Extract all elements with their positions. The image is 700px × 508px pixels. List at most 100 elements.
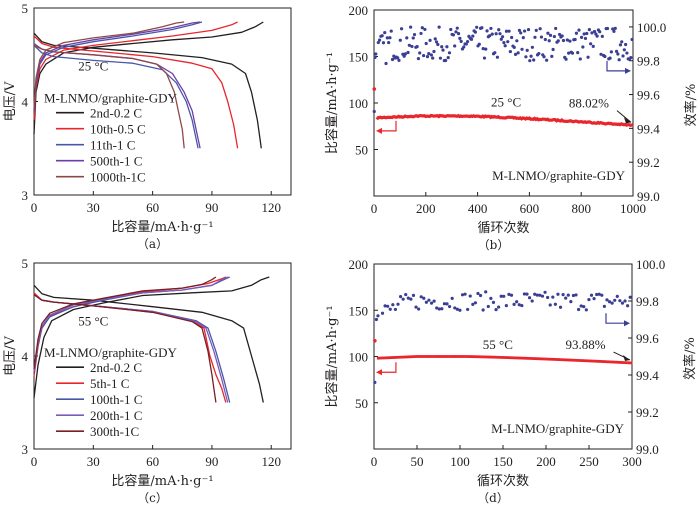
efficiency-point	[434, 40, 439, 44]
efficiency-point	[420, 26, 424, 30]
efficiency-point	[466, 307, 470, 312]
efficiency-point	[605, 26, 610, 31]
capacity-point	[451, 355, 455, 358]
capacity-point	[407, 355, 411, 359]
x-tick-label: 30	[87, 200, 100, 215]
legend-label: 300th-1C	[90, 424, 139, 439]
efficiency-point	[414, 305, 418, 309]
efficiency-point	[500, 35, 505, 39]
efficiency-point	[490, 32, 494, 36]
capacity-point	[562, 358, 566, 362]
capacity-point	[469, 355, 473, 359]
efficiency-point	[533, 35, 537, 39]
capacity-point	[384, 356, 388, 360]
capacity-point	[585, 359, 589, 363]
efficiency-point	[589, 42, 593, 46]
efficiency-point	[407, 43, 411, 47]
efficiency-point	[427, 52, 431, 56]
efficiency-point	[488, 34, 492, 38]
efficiency-point	[469, 37, 474, 41]
capacity-point	[531, 357, 535, 360]
efficiency-point	[432, 49, 436, 54]
efficiency-point	[525, 292, 529, 296]
efficiency-point	[516, 51, 520, 55]
efficiency-point	[515, 300, 519, 304]
efficiency-point	[530, 299, 534, 303]
capacity-point	[603, 360, 607, 364]
capacity-point	[425, 355, 429, 358]
efficiency-point	[493, 51, 497, 55]
capacity-point	[477, 355, 481, 359]
capacity-point	[474, 355, 478, 359]
efficiency-point	[409, 25, 413, 29]
efficiency-arrow-head	[625, 67, 631, 74]
efficiency-point	[431, 56, 435, 60]
efficiency-point	[497, 305, 501, 309]
efficiency-point	[502, 294, 506, 298]
efficiency-point	[466, 39, 470, 44]
capacity-point	[629, 361, 633, 365]
retention-arrow-head	[624, 117, 631, 124]
system-label: M-LNMO/graphite-GDY	[491, 421, 624, 436]
efficiency-point	[564, 296, 568, 300]
x-tick-label: 60	[146, 454, 159, 469]
efficiency-point	[393, 307, 398, 312]
x-tick-label: 250	[579, 454, 599, 469]
capacity-point	[428, 355, 432, 358]
efficiency-point	[422, 296, 426, 300]
y-tick-label: 3	[22, 188, 29, 203]
efficiency-point	[433, 37, 437, 41]
series-line-charge	[33, 21, 201, 111]
capacity-point	[500, 356, 504, 359]
efficiency-point	[521, 36, 525, 40]
efficiency-point	[612, 29, 616, 33]
efficiency-point	[489, 296, 493, 300]
y-tick-label: 3	[22, 442, 29, 457]
efficiency-point	[551, 295, 555, 299]
efficiency-point	[424, 41, 428, 46]
efficiency-point	[406, 296, 410, 300]
legend-label: 11th-1 C	[90, 138, 135, 153]
efficiency-point	[473, 301, 477, 305]
efficiency-point	[616, 52, 620, 56]
efficiency-point	[527, 296, 532, 300]
y2-tick-label: 100.0	[637, 20, 666, 35]
efficiency-point	[587, 28, 591, 32]
chart-a: 0 30 60 90 120 3 4 5 比容量/mA·h·g⁻¹ 电压/V （a） 25 °C M-L…	[3, 1, 292, 251]
temperature-label: 55 °C	[78, 313, 108, 328]
capacity-point	[572, 358, 576, 362]
efficiency-point	[586, 55, 590, 59]
capacity-point	[547, 357, 550, 361]
efficiency-point	[507, 29, 511, 33]
capacity-point	[526, 356, 530, 360]
y2-axis-label: 效率/%	[683, 84, 699, 127]
legend-label: 200th-1 C	[90, 408, 142, 423]
efficiency-point	[598, 30, 602, 34]
efficiency-point	[502, 41, 506, 45]
efficiency-point	[380, 311, 385, 315]
efficiency-point	[482, 56, 487, 60]
capacity-point	[611, 360, 615, 364]
y2-tick-label: 99.2	[636, 405, 659, 420]
capacity-point	[578, 359, 581, 362]
efficiency-point	[587, 297, 591, 302]
efficiency-point	[445, 302, 449, 306]
efficiency-point	[614, 49, 619, 53]
retention-arrow	[616, 110, 632, 123]
efficiency-point	[523, 29, 527, 33]
efficiency-point	[515, 39, 519, 43]
efficiency-point	[560, 34, 564, 38]
capacity-point	[614, 360, 618, 364]
efficiency-point	[458, 36, 462, 40]
capacity-point	[622, 361, 625, 364]
efficiency-point	[421, 53, 426, 58]
y2-tick-label: 99.4	[636, 368, 659, 383]
efficiency-point	[499, 294, 503, 298]
efficiency-point	[425, 54, 430, 59]
efficiency-point	[498, 32, 502, 36]
efficiency-point	[569, 300, 573, 304]
capacity-point	[542, 357, 545, 361]
capacity-point	[402, 355, 406, 359]
capacity-point	[523, 356, 527, 360]
efficiency-point	[428, 38, 432, 42]
